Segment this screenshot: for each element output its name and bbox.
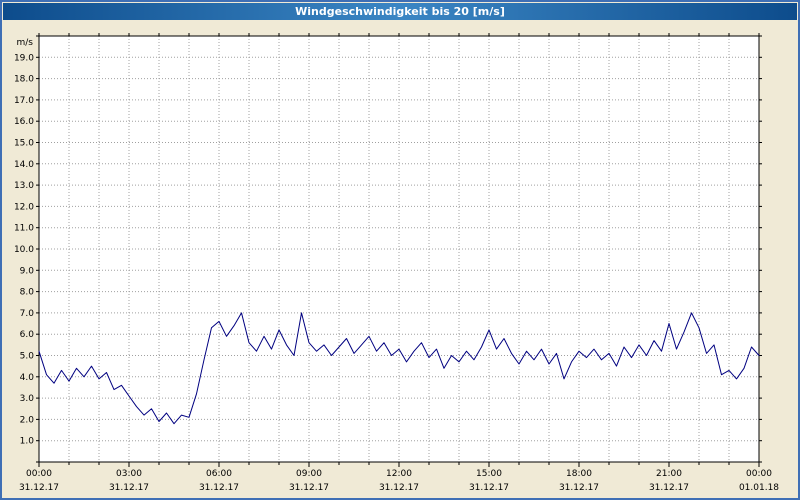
svg-text:1.0: 1.0 (20, 437, 35, 447)
svg-text:31.12.17: 31.12.17 (109, 483, 149, 493)
svg-text:15.0: 15.0 (14, 139, 34, 149)
svg-text:03:00: 03:00 (116, 469, 142, 479)
title-bar: Windgeschwindigkeit bis 20 [m/s] (3, 3, 797, 20)
svg-text:31.12.17: 31.12.17 (469, 483, 509, 493)
svg-text:17.0: 17.0 (14, 96, 34, 106)
svg-text:31.12.17: 31.12.17 (559, 483, 599, 493)
svg-text:12:00: 12:00 (386, 469, 412, 479)
svg-text:31.12.17: 31.12.17 (19, 483, 59, 493)
svg-text:01.01.18: 01.01.18 (739, 483, 779, 493)
svg-text:21:00: 21:00 (656, 469, 682, 479)
svg-text:8.0: 8.0 (20, 288, 35, 298)
svg-text:11.0: 11.0 (14, 224, 34, 234)
svg-text:31.12.17: 31.12.17 (649, 483, 689, 493)
svg-text:16.0: 16.0 (14, 117, 34, 127)
svg-text:15:00: 15:00 (476, 469, 502, 479)
y-axis-labels: 1.0 2.0 3.0 4.0 5.0 6.0 7.0 8.0 9.0 10.0 11.0 12.0 1… (14, 53, 34, 446)
wind-speed-line (38, 312, 760, 425)
svg-text:7.0: 7.0 (20, 309, 35, 319)
svg-text:00:00: 00:00 (746, 469, 772, 479)
svg-text:31.12.17: 31.12.17 (379, 483, 419, 493)
svg-text:3.0: 3.0 (20, 394, 35, 404)
svg-text:9.0: 9.0 (20, 266, 35, 276)
svg-text:5.0: 5.0 (20, 352, 35, 362)
wind-speed-chart: m/s 1.0 2.0 3.0 4.0 5.0 6.0 7.0 8.0 9.0 10.0 11.0 12… (14, 33, 779, 493)
svg-text:19.0: 19.0 (14, 53, 34, 63)
svg-text:06:00: 06:00 (206, 469, 232, 479)
chart-area: m/s 1.0 2.0 3.0 4.0 5.0 6.0 7.0 8.0 9.0 10.0 11.0 12… (3, 22, 797, 497)
svg-text:31.12.17: 31.12.17 (199, 483, 239, 493)
window-title: Windgeschwindigkeit bis 20 [m/s] (295, 5, 505, 18)
x-axis-labels: 00:00 31.12.17 03:00 31.12.17 06:00 31.12.17 0… (19, 469, 779, 493)
svg-text:4.0: 4.0 (20, 373, 35, 383)
svg-text:14.0: 14.0 (14, 160, 34, 170)
svg-text:6.0: 6.0 (20, 330, 35, 340)
axis-ticks (36, 33, 762, 467)
svg-text:2.0: 2.0 (20, 415, 35, 425)
svg-text:13.0: 13.0 (14, 181, 34, 191)
svg-text:10.0: 10.0 (14, 245, 34, 255)
svg-text:18:00: 18:00 (566, 469, 592, 479)
svg-text:09:00: 09:00 (296, 469, 322, 479)
svg-text:18.0: 18.0 (14, 75, 34, 85)
svg-text:00:00: 00:00 (26, 469, 52, 479)
svg-text:31.12.17: 31.12.17 (289, 483, 329, 493)
y-axis-unit-label: m/s (17, 38, 34, 48)
svg-text:12.0: 12.0 (14, 202, 34, 212)
gridlines (39, 36, 759, 462)
